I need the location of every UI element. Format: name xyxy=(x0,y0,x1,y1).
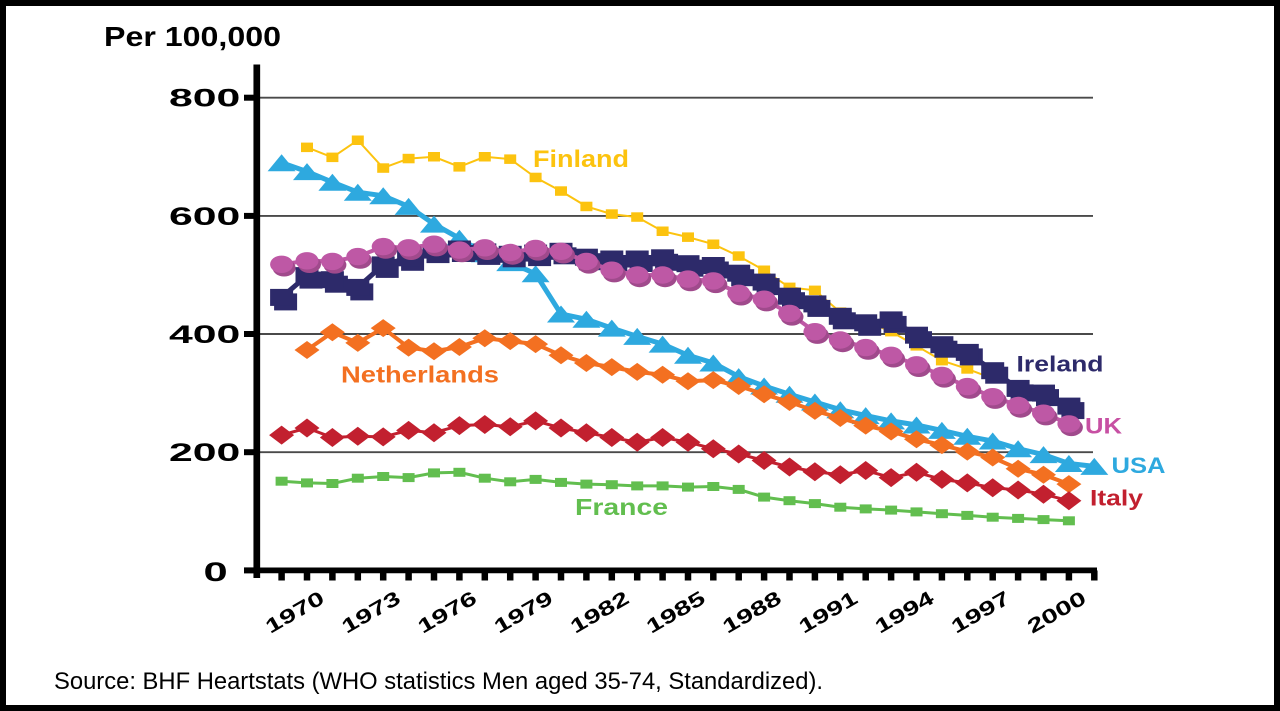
svg-text:Italy: Italy xyxy=(1090,486,1144,511)
svg-text:Netherlands: Netherlands xyxy=(341,362,499,388)
svg-text:0: 0 xyxy=(204,557,228,587)
svg-text:USA: USA xyxy=(1112,453,1166,478)
svg-text:400: 400 xyxy=(169,321,240,349)
svg-text:Finland: Finland xyxy=(533,146,629,173)
svg-text:200: 200 xyxy=(169,439,240,467)
svg-text:UK: UK xyxy=(1085,414,1122,439)
svg-text:Per 100,000: Per 100,000 xyxy=(104,21,281,52)
svg-text:Source: BHF Heartstats (WHO st: Source: BHF Heartstats (WHO statistics M… xyxy=(54,668,823,695)
svg-text:800: 800 xyxy=(169,85,240,113)
svg-text:600: 600 xyxy=(169,203,240,231)
svg-text:Ireland: Ireland xyxy=(1017,352,1104,377)
svg-text:France: France xyxy=(575,494,668,520)
